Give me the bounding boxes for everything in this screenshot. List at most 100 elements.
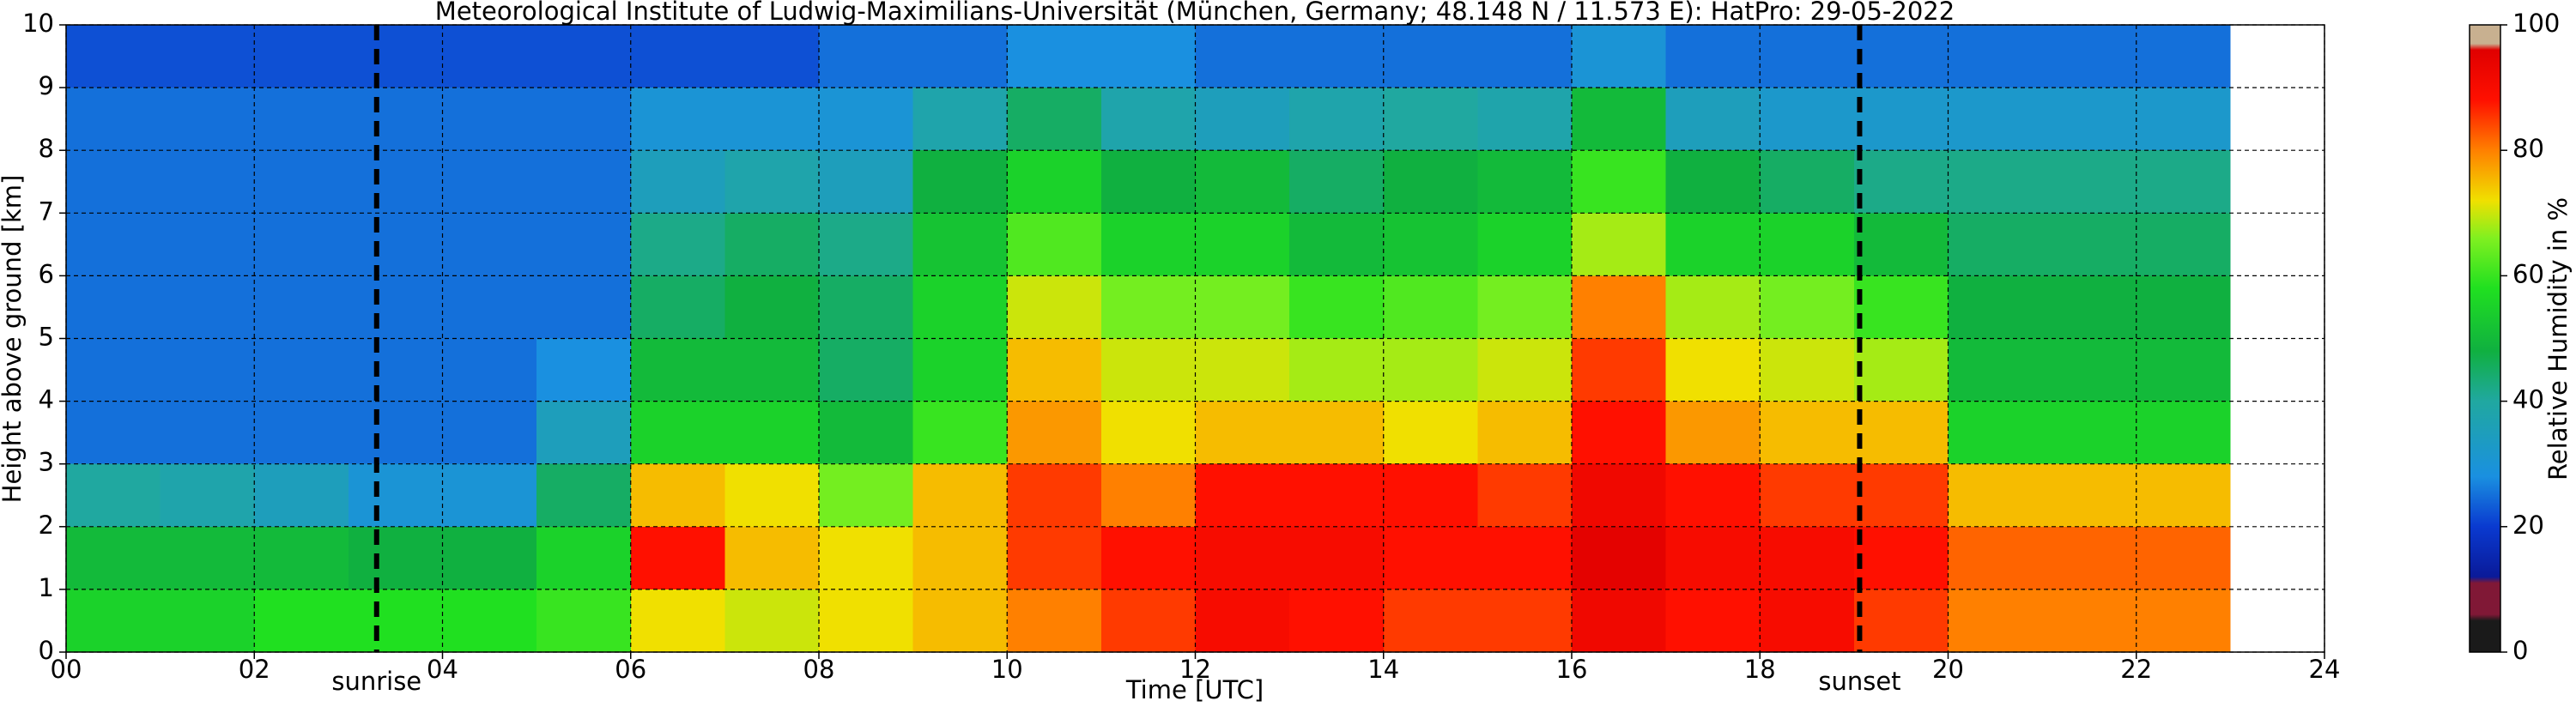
heatmap-cell: [2136, 150, 2231, 214]
heatmap-cell: [724, 401, 819, 464]
heatmap-cell: [160, 275, 255, 339]
heatmap-cell: [1760, 25, 1854, 88]
y-tick-label: 8: [39, 134, 54, 163]
y-tick-label: 2: [39, 511, 54, 540]
heatmap-cell: [66, 589, 161, 652]
heatmap-cell: [1572, 338, 1666, 402]
heatmap-cell: [1100, 526, 1196, 589]
heatmap-cell: [1853, 25, 1949, 88]
heatmap-cell: [160, 150, 255, 214]
x-tick-label: 16: [1556, 655, 1588, 684]
colorbar-tick-label: 60: [2512, 259, 2544, 288]
heatmap-cell: [1383, 213, 1478, 276]
colorbar-tick-label: 40: [2512, 385, 2544, 414]
heatmap-cell: [1477, 275, 1572, 339]
heatmap-cell: [348, 88, 443, 151]
heatmap-cell: [1665, 275, 1761, 339]
y-tick-label: 0: [39, 636, 54, 665]
heatmap-cell: [1665, 88, 1761, 151]
heatmap-cell: [912, 213, 1008, 276]
heatmap-cell: [536, 338, 631, 402]
heatmap-cell: [819, 213, 913, 276]
heatmap-cell: [1383, 589, 1478, 652]
y-tick-label: 5: [39, 323, 54, 352]
heatmap-cell: [912, 463, 1008, 527]
heatmap-cell: [1289, 526, 1384, 589]
x-tick-label: 02: [239, 655, 270, 684]
x-tick-label: 06: [615, 655, 646, 684]
heatmap-cell: [912, 401, 1008, 464]
heatmap-cell: [2136, 338, 2231, 402]
heatmap-cell: [724, 338, 819, 402]
heatmap-cell: [348, 526, 443, 589]
heatmap-cell: [66, 526, 161, 589]
heatmap-cell: [912, 150, 1008, 214]
heatmap-cell: [819, 88, 913, 151]
heatmap-cell: [1289, 589, 1384, 652]
heatmap-cell: [1477, 526, 1572, 589]
heatmap-cell: [819, 275, 913, 339]
heatmap-cell: [2136, 589, 2231, 652]
heatmap-cell: [442, 213, 537, 276]
heatmap-cell: [1289, 463, 1384, 527]
heatmap-cell: [1007, 338, 1101, 402]
heatmap-cell: [2042, 401, 2137, 464]
heatmap-cell: [1007, 88, 1101, 151]
heatmap-cell: [1760, 401, 1854, 464]
heatmap-cell: [1100, 338, 1196, 402]
heatmap-cell: [1572, 526, 1666, 589]
heatmap-cell: [254, 150, 349, 214]
x-tick-label: 08: [803, 655, 835, 684]
heatmap-cell: [724, 88, 819, 151]
heatmap-cell: [1572, 275, 1666, 339]
heatmap-cell: [2136, 526, 2231, 589]
heatmap-cell: [1760, 338, 1854, 402]
x-tick-label: 18: [1744, 655, 1776, 684]
heatmap-cell: [348, 338, 443, 402]
heatmap-cell: [1665, 338, 1761, 402]
heatmap-cell: [1853, 213, 1949, 276]
heatmap-cell: [442, 401, 537, 464]
heatmap-cell: [442, 589, 537, 652]
heatmap-cell: [630, 88, 725, 151]
heatmap-cell: [912, 275, 1008, 339]
heatmap-cell: [1383, 25, 1478, 88]
heatmap-cell: [1665, 526, 1761, 589]
heatmap-cell: [1760, 526, 1854, 589]
heatmap-cell: [1948, 150, 2043, 214]
heatmap-cell: [536, 213, 631, 276]
heatmap-cell: [1853, 338, 1949, 402]
heatmap-cell: [1572, 88, 1666, 151]
heatmap-cell: [1195, 150, 1290, 214]
heatmap-cell: [630, 213, 725, 276]
heatmap-cell: [1383, 463, 1478, 527]
y-tick-label: 10: [22, 9, 54, 38]
heatmap-cell: [254, 526, 349, 589]
heatmap-cell: [536, 88, 631, 151]
heatmap-cell: [66, 213, 161, 276]
heatmap-cell: [1289, 338, 1384, 402]
heatmap-cell: [1948, 338, 2043, 402]
colorbar: [2469, 24, 2501, 653]
heatmap-cell: [1948, 275, 2043, 339]
heatmap-cell: [1100, 213, 1196, 276]
heatmap-cell: [442, 526, 537, 589]
heatmap-cell: [1195, 275, 1290, 339]
heatmap-cell: [254, 401, 349, 464]
heatmap-cell: [1007, 526, 1101, 589]
heatmap-cell: [1853, 150, 1949, 214]
heatmap-cell: [254, 25, 349, 88]
heatmap-cell: [536, 401, 631, 464]
heatmap-cell: [1572, 589, 1666, 652]
heatmap-cell: [1289, 213, 1384, 276]
heatmap-cell: [1853, 463, 1949, 527]
heatmap-cell: [1383, 150, 1478, 214]
heatmap-cell: [442, 88, 537, 151]
heatmap-cell: [160, 463, 255, 527]
heatmap-cell: [630, 526, 725, 589]
heatmap-cell: [348, 275, 443, 339]
heatmap-cell: [1007, 275, 1101, 339]
heatmap-cell: [536, 25, 631, 88]
heatmap-cell: [1665, 150, 1761, 214]
heatmap-cell: [1195, 463, 1290, 527]
